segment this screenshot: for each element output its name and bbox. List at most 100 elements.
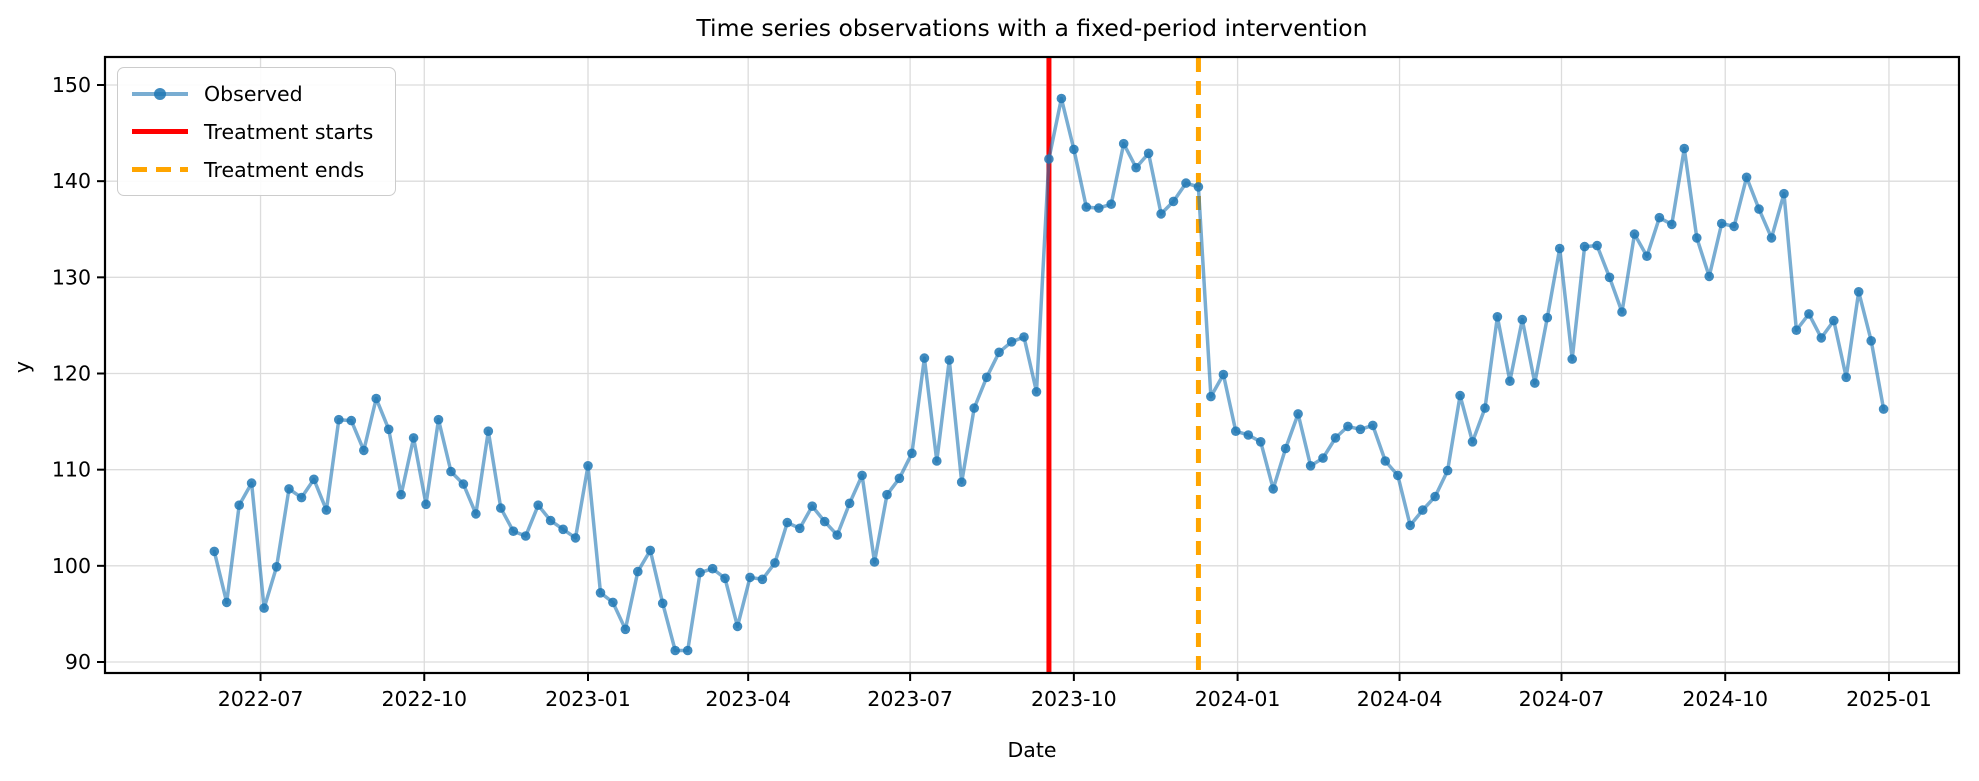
observed-point bbox=[782, 517, 793, 528]
observed-point bbox=[371, 393, 382, 404]
observed-point bbox=[1044, 154, 1054, 164]
observed-point bbox=[944, 355, 955, 365]
observed-point bbox=[844, 498, 855, 509]
observed-point bbox=[433, 414, 444, 425]
observed-point bbox=[595, 588, 606, 598]
observed-point bbox=[869, 557, 880, 567]
observed-point bbox=[1766, 233, 1777, 243]
observed-point bbox=[1417, 505, 1428, 515]
observed-point bbox=[682, 645, 693, 656]
observed-point bbox=[994, 347, 1004, 358]
observed-point bbox=[1492, 312, 1503, 322]
observed-point bbox=[732, 621, 743, 632]
observed-point bbox=[1168, 196, 1179, 207]
observed-point bbox=[1069, 144, 1079, 155]
y-tick-label: 150 bbox=[52, 73, 91, 97]
observed-point bbox=[707, 563, 718, 574]
observed-point bbox=[471, 509, 481, 519]
y-tick-label: 100 bbox=[52, 554, 91, 578]
observed-point bbox=[259, 603, 269, 613]
observed-point bbox=[882, 489, 892, 500]
observed-point bbox=[284, 484, 294, 494]
observed-point bbox=[969, 403, 979, 413]
observed-point bbox=[819, 516, 830, 527]
treatment-starts-line-sample bbox=[132, 126, 188, 138]
observed-point bbox=[271, 562, 282, 572]
observed-point bbox=[558, 524, 568, 535]
observed-point bbox=[309, 474, 319, 485]
observed-point bbox=[1467, 437, 1478, 447]
legend-item-observed: Observed bbox=[132, 78, 373, 109]
observed-point bbox=[1878, 404, 1889, 414]
observed-point bbox=[1816, 333, 1827, 343]
observed-point bbox=[234, 500, 244, 511]
observed-point bbox=[1293, 409, 1303, 419]
observed-point bbox=[1791, 325, 1802, 336]
observed-point bbox=[1841, 372, 1851, 383]
observed-point bbox=[956, 477, 967, 488]
observed-point bbox=[1006, 337, 1017, 347]
observed-point bbox=[1118, 138, 1129, 149]
legend-label-treatment-starts: Treatment starts bbox=[204, 119, 374, 144]
observed-point bbox=[1455, 390, 1465, 401]
observed-point bbox=[795, 523, 805, 534]
observed-point bbox=[1268, 484, 1278, 494]
observed-line-sample bbox=[132, 87, 188, 100]
x-tick-label: 2025-01 bbox=[1846, 687, 1932, 711]
observed-point bbox=[1729, 221, 1739, 232]
x-tick-label: 2024-01 bbox=[1195, 687, 1281, 711]
observed-point bbox=[446, 466, 456, 477]
observed-point bbox=[608, 597, 618, 608]
observed-point bbox=[1579, 241, 1590, 252]
observed-point bbox=[1604, 272, 1615, 283]
y-tick-label: 110 bbox=[52, 458, 91, 482]
observed-point bbox=[1318, 453, 1328, 463]
observed-point bbox=[932, 456, 942, 466]
observed-point bbox=[1181, 178, 1191, 188]
observed-point bbox=[1567, 354, 1577, 364]
observed-point bbox=[1804, 309, 1814, 319]
observed-point bbox=[1243, 430, 1254, 440]
observed-point bbox=[1592, 240, 1602, 251]
observed-point bbox=[907, 448, 917, 459]
observed-point bbox=[1343, 421, 1353, 432]
observed-point bbox=[981, 372, 992, 383]
observed-point bbox=[1330, 433, 1341, 443]
observed-point bbox=[1754, 204, 1764, 214]
observed-point bbox=[1829, 315, 1839, 326]
observed-point bbox=[396, 489, 406, 500]
observed-point bbox=[483, 426, 494, 437]
observed-point bbox=[1679, 143, 1690, 154]
observed-point bbox=[807, 501, 817, 512]
observed-point bbox=[633, 566, 643, 577]
observed-point bbox=[1355, 424, 1366, 435]
y-tick-label: 140 bbox=[52, 169, 91, 193]
observed-point bbox=[533, 500, 543, 511]
observed-point bbox=[1517, 314, 1528, 325]
observed-point bbox=[296, 492, 307, 503]
observed-point bbox=[359, 445, 369, 456]
y-tick-label: 120 bbox=[52, 361, 91, 385]
observed-sample-marker-icon bbox=[154, 87, 166, 100]
observed-point bbox=[1530, 378, 1540, 388]
observed-point bbox=[1405, 520, 1415, 531]
observed-point bbox=[1193, 182, 1204, 192]
observed-point bbox=[1143, 148, 1154, 159]
observed-point bbox=[221, 597, 232, 608]
legend-item-treatment-ends: Treatment ends bbox=[132, 154, 373, 185]
observed-point bbox=[508, 526, 519, 536]
observed-point bbox=[1305, 461, 1316, 471]
observed-point bbox=[458, 479, 469, 489]
legend-label-treatment-ends: Treatment ends bbox=[204, 157, 365, 182]
observed-point bbox=[545, 515, 556, 526]
observed-point bbox=[1280, 443, 1291, 454]
x-tick-label: 2023-04 bbox=[705, 687, 791, 711]
observed-point bbox=[1206, 391, 1216, 402]
observed-point bbox=[645, 545, 656, 556]
observed-point bbox=[1716, 218, 1727, 229]
x-tick-label: 2023-10 bbox=[1031, 687, 1117, 711]
observed-point bbox=[1779, 188, 1789, 199]
observed-point bbox=[1480, 403, 1490, 413]
observed-point bbox=[1393, 470, 1403, 481]
